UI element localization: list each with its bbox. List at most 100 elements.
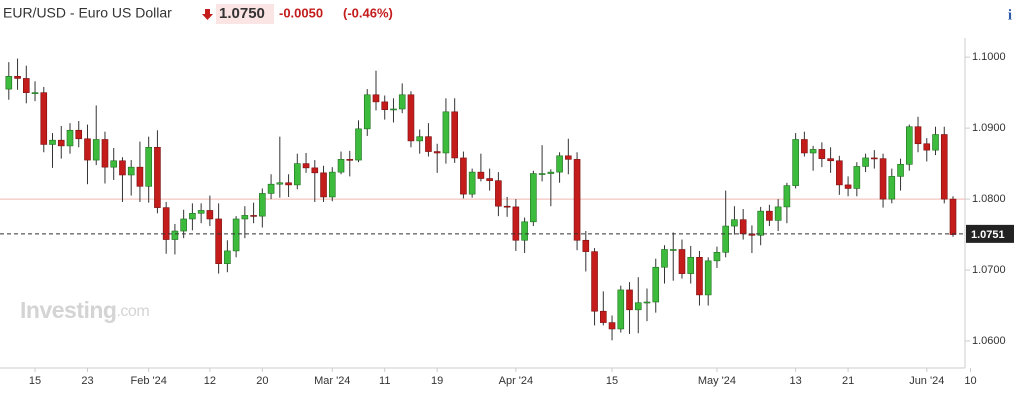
candle-down	[871, 157, 878, 160]
down-arrow	[202, 9, 213, 20]
x-tick-label: 20	[256, 375, 268, 387]
candle-down	[101, 139, 109, 168]
x-tick-label: 10	[964, 375, 976, 387]
candle-up	[49, 139, 56, 145]
candle-up	[442, 111, 450, 154]
x-tick-label: Apr '24	[499, 375, 534, 387]
candle-up	[180, 218, 187, 232]
candle-down	[766, 210, 773, 221]
candle-up	[713, 252, 721, 262]
candle-up	[731, 219, 738, 227]
candle-down	[565, 155, 572, 160]
candle-up	[634, 302, 642, 311]
y-tick-label: 1.0700	[972, 264, 1006, 276]
x-tick-label: May '24	[698, 375, 736, 387]
instrument-title: EUR/USD - Euro US Dollar	[3, 5, 172, 21]
candle-up	[110, 160, 118, 168]
candle-down	[119, 160, 126, 176]
candle-down	[206, 210, 214, 220]
y-tick-label: 1.0600	[972, 335, 1006, 347]
info-icon[interactable]: i	[1008, 7, 1012, 23]
candle-up	[774, 206, 782, 221]
candle-down	[84, 138, 91, 161]
candle-up	[792, 139, 799, 186]
candle-up	[669, 249, 677, 251]
candle-up	[932, 134, 939, 151]
candle-up	[617, 289, 625, 330]
candle-up	[66, 129, 74, 147]
candle-up	[398, 94, 406, 110]
x-tick-label: 15	[29, 375, 41, 387]
x-tick-label: 11	[379, 375, 390, 387]
candle-down	[923, 143, 931, 151]
candle-up	[267, 183, 275, 194]
x-tick-label: 21	[842, 375, 854, 387]
candle-down	[346, 159, 354, 161]
candle-up	[722, 225, 729, 253]
candle-up	[783, 185, 791, 208]
info-button[interactable]	[1002, 5, 1018, 25]
candle-up	[416, 136, 424, 142]
candle-up	[127, 166, 135, 176]
candle-down	[433, 151, 441, 154]
candle-up	[862, 157, 869, 167]
candle-down	[57, 139, 65, 147]
candle-up	[337, 159, 345, 173]
candle-up	[468, 171, 476, 195]
candle-down	[154, 146, 161, 208]
candle-down	[626, 289, 633, 311]
candle-down	[486, 178, 493, 181]
candle-down	[818, 149, 826, 159]
candle-up	[31, 92, 39, 94]
candle-down	[381, 101, 389, 110]
candle-up	[259, 193, 266, 217]
candle-up	[661, 249, 668, 268]
x-tick-label: 15	[606, 375, 618, 387]
candle-down	[460, 157, 467, 195]
x-tick-label: 19	[431, 375, 443, 387]
candle-down	[836, 160, 843, 186]
candle-down	[372, 94, 380, 103]
candle-up	[294, 163, 301, 186]
x-tick-label: Mar '24	[314, 375, 350, 387]
candle-up	[145, 146, 152, 187]
x-tick-label: 23	[81, 375, 93, 387]
candle-down	[320, 172, 327, 198]
x-tick-label: 12	[204, 375, 216, 387]
price: 1.0750	[219, 5, 265, 22]
candle-up	[897, 164, 904, 177]
candle-down	[162, 207, 170, 240]
candle-up	[355, 128, 362, 161]
candle-up	[224, 250, 231, 264]
candle-down	[591, 251, 598, 312]
candle-down	[250, 215, 257, 217]
candle-down	[573, 159, 581, 241]
candle-down	[739, 219, 747, 235]
candle-down	[879, 158, 887, 200]
x-tick-label: 13	[790, 375, 802, 387]
candle-up	[92, 139, 100, 161]
watermark-brand: Investing	[20, 297, 116, 323]
candle-down	[215, 218, 222, 264]
candle-down	[451, 111, 458, 159]
candle-down	[75, 129, 83, 140]
candle-up	[530, 173, 537, 223]
candle-down	[40, 92, 48, 145]
candle-up	[687, 256, 695, 274]
change-pct: (-0.46%)	[343, 5, 393, 20]
candle-down	[827, 158, 834, 162]
candle-down	[425, 136, 432, 152]
candle-up	[547, 171, 555, 174]
last-price-box	[966, 224, 1014, 243]
watermark-suffix: .com	[116, 303, 149, 320]
candle-down	[407, 94, 415, 142]
candle-up	[809, 149, 817, 154]
candle-down	[914, 126, 922, 145]
candle-down	[844, 184, 852, 189]
candle-down	[14, 76, 21, 79]
last-price-label: 1.0751	[971, 229, 1005, 241]
candle-up	[905, 126, 913, 165]
candle-up	[5, 76, 13, 90]
candle-up	[189, 212, 196, 220]
